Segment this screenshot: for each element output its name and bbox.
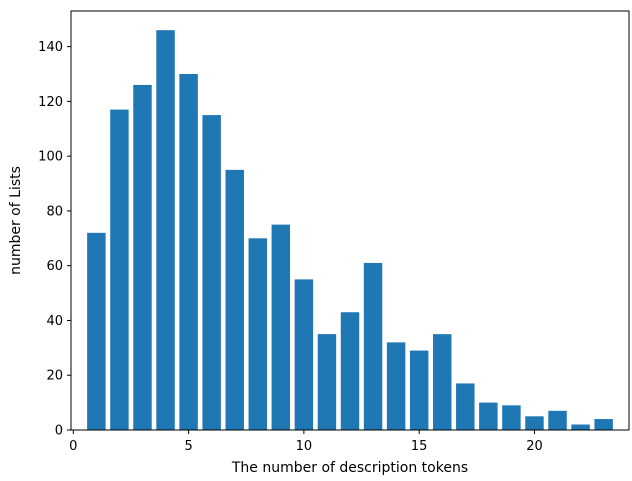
- bar-15: [409, 350, 429, 430]
- x-tick-label-5: 5: [184, 439, 192, 454]
- bar-3: [133, 84, 152, 430]
- y-tick-label-40: 40: [46, 314, 63, 329]
- y-tick-label-80: 80: [46, 204, 63, 219]
- bar-18: [479, 402, 498, 430]
- bar-20: [525, 416, 544, 430]
- x-axis-ticks: 0 5 10 15 20: [69, 430, 543, 454]
- bar-7: [225, 169, 244, 430]
- bar-16: [433, 334, 452, 430]
- bar-1: [87, 232, 106, 430]
- x-tick-label-20: 20: [526, 439, 543, 454]
- x-axis-label: The number of description tokens: [231, 460, 468, 476]
- bar-19: [502, 405, 521, 430]
- bar-14: [386, 342, 406, 430]
- y-tick-label-120: 120: [38, 95, 63, 110]
- y-tick-label-60: 60: [46, 259, 63, 274]
- bar-13: [363, 262, 383, 430]
- bar-5: [179, 73, 198, 431]
- y-tick-label-140: 140: [38, 40, 63, 55]
- bar-10: [294, 279, 314, 430]
- bar-12: [340, 312, 360, 430]
- y-tick-label-20: 20: [46, 369, 63, 384]
- bar-8: [248, 238, 267, 430]
- bar-4: [156, 30, 175, 430]
- y-axis-ticks: 0 20 40 60 80 100 120 140: [38, 40, 71, 439]
- bar-21: [548, 410, 567, 430]
- bar-23: [594, 419, 613, 430]
- bar-2: [110, 109, 129, 430]
- plot-frame: [70, 10, 630, 431]
- y-axis-label: number of Lists: [8, 166, 24, 275]
- bar-9: [271, 224, 291, 430]
- y-tick-label-0: 0: [55, 424, 63, 439]
- bar-11: [317, 334, 337, 430]
- x-tick-label-10: 10: [296, 439, 313, 454]
- bar-22: [571, 424, 590, 430]
- x-tick-label-0: 0: [69, 439, 77, 454]
- x-tick-label-15: 15: [411, 439, 428, 454]
- bar-17: [456, 383, 475, 430]
- y-tick-label-100: 100: [38, 150, 63, 165]
- bar-6: [202, 115, 221, 430]
- bars-group: [87, 30, 613, 431]
